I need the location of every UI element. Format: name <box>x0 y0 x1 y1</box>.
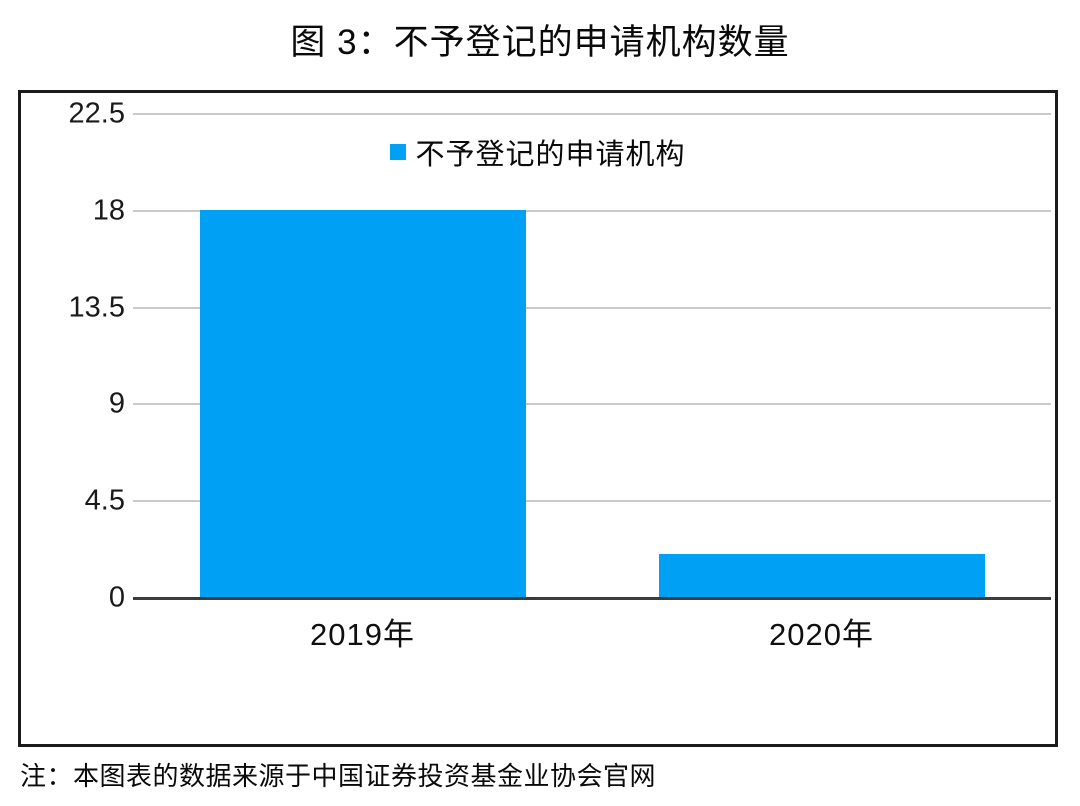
x-axis-line <box>133 597 1051 600</box>
bar-2019年 <box>199 209 526 597</box>
y-tick-label-13.5: 13.5 <box>68 291 125 324</box>
bar-2020年 <box>658 553 985 597</box>
gridline-y-4.5 <box>133 500 1051 503</box>
y-axis-labels: 0 4.5 9 13.5 18 22.5 <box>21 98 125 614</box>
legend-swatch-icon <box>390 144 407 160</box>
legend: 不予登记的申请机构 <box>21 131 1055 173</box>
source-note: 注：本图表的数据来源于中国证券投资基金业协会官网 <box>20 761 657 791</box>
plot-area <box>133 113 1051 600</box>
gridline-y-18 <box>133 209 1051 212</box>
gridline-y-9 <box>133 403 1051 406</box>
y-tick-label-22.5: 22.5 <box>68 97 125 130</box>
y-tick-label-0: 0 <box>108 581 125 614</box>
x-tick-label-2020年: 2020年 <box>769 617 874 652</box>
chart-title: 图 3：不予登记的申请机构数量 <box>290 23 790 62</box>
y-tick-label-18: 18 <box>92 194 125 227</box>
gridline-y-13.5 <box>133 306 1051 309</box>
legend-label: 不予登记的申请机构 <box>415 139 686 171</box>
gridline-y-22.5 <box>133 113 1051 115</box>
x-tick-label-2019年: 2019年 <box>310 617 415 652</box>
y-tick-label-9: 9 <box>108 387 125 420</box>
y-tick-label-4.5: 4.5 <box>84 484 125 517</box>
chart-frame: 不予登记的申请机构 0 4.5 9 13.5 18 22.5 2019年 2020年 <box>18 90 1058 747</box>
x-axis-labels: 2019年 2020年 <box>133 609 1051 652</box>
